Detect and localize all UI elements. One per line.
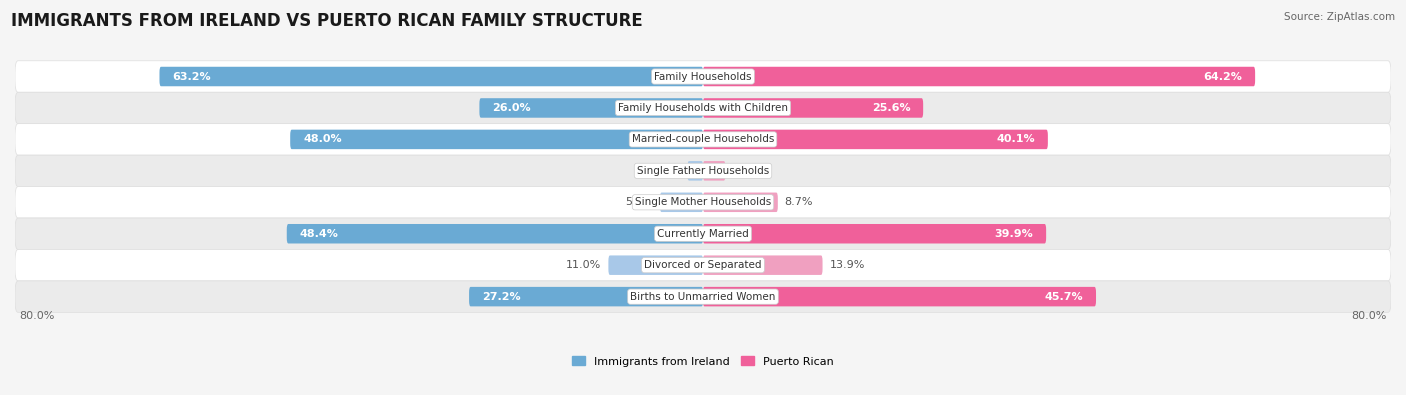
Text: Births to Unmarried Women: Births to Unmarried Women — [630, 292, 776, 302]
Text: 64.2%: 64.2% — [1204, 71, 1243, 81]
FancyBboxPatch shape — [15, 124, 1391, 155]
Text: 26.0%: 26.0% — [492, 103, 531, 113]
FancyBboxPatch shape — [703, 256, 823, 275]
Text: 80.0%: 80.0% — [20, 311, 55, 321]
Text: 25.6%: 25.6% — [872, 103, 910, 113]
FancyBboxPatch shape — [15, 186, 1391, 218]
Text: Currently Married: Currently Married — [657, 229, 749, 239]
FancyBboxPatch shape — [15, 281, 1391, 312]
FancyBboxPatch shape — [15, 92, 1391, 124]
FancyBboxPatch shape — [703, 161, 725, 181]
FancyBboxPatch shape — [703, 287, 1097, 307]
Text: 40.1%: 40.1% — [997, 134, 1035, 145]
Text: 48.4%: 48.4% — [299, 229, 339, 239]
FancyBboxPatch shape — [290, 130, 703, 149]
Text: Family Households with Children: Family Households with Children — [619, 103, 787, 113]
FancyBboxPatch shape — [703, 130, 1047, 149]
Text: Married-couple Households: Married-couple Households — [631, 134, 775, 145]
Text: 45.7%: 45.7% — [1045, 292, 1083, 302]
FancyBboxPatch shape — [159, 67, 703, 86]
FancyBboxPatch shape — [703, 224, 1046, 243]
Text: Source: ZipAtlas.com: Source: ZipAtlas.com — [1284, 12, 1395, 22]
Text: 27.2%: 27.2% — [482, 292, 520, 302]
FancyBboxPatch shape — [287, 224, 703, 243]
Text: Single Mother Households: Single Mother Households — [636, 197, 770, 207]
FancyBboxPatch shape — [470, 287, 703, 307]
FancyBboxPatch shape — [479, 98, 703, 118]
Text: 13.9%: 13.9% — [830, 260, 865, 270]
FancyBboxPatch shape — [703, 98, 924, 118]
Text: 63.2%: 63.2% — [173, 71, 211, 81]
Text: Single Father Households: Single Father Households — [637, 166, 769, 176]
FancyBboxPatch shape — [659, 192, 703, 212]
FancyBboxPatch shape — [15, 250, 1391, 281]
Legend: Immigrants from Ireland, Puerto Rican: Immigrants from Ireland, Puerto Rican — [568, 352, 838, 371]
FancyBboxPatch shape — [609, 256, 703, 275]
Text: 5.0%: 5.0% — [624, 197, 654, 207]
Text: 39.9%: 39.9% — [994, 229, 1033, 239]
Text: Family Households: Family Households — [654, 71, 752, 81]
FancyBboxPatch shape — [703, 192, 778, 212]
Text: 1.8%: 1.8% — [652, 166, 681, 176]
Text: Divorced or Separated: Divorced or Separated — [644, 260, 762, 270]
Text: IMMIGRANTS FROM IRELAND VS PUERTO RICAN FAMILY STRUCTURE: IMMIGRANTS FROM IRELAND VS PUERTO RICAN … — [11, 12, 643, 30]
FancyBboxPatch shape — [688, 161, 703, 181]
FancyBboxPatch shape — [15, 155, 1391, 186]
FancyBboxPatch shape — [15, 218, 1391, 250]
Text: 11.0%: 11.0% — [567, 260, 602, 270]
Text: 48.0%: 48.0% — [304, 134, 342, 145]
Text: 2.6%: 2.6% — [733, 166, 761, 176]
Text: 8.7%: 8.7% — [785, 197, 813, 207]
FancyBboxPatch shape — [703, 67, 1256, 86]
FancyBboxPatch shape — [15, 61, 1391, 92]
Text: 80.0%: 80.0% — [1351, 311, 1386, 321]
